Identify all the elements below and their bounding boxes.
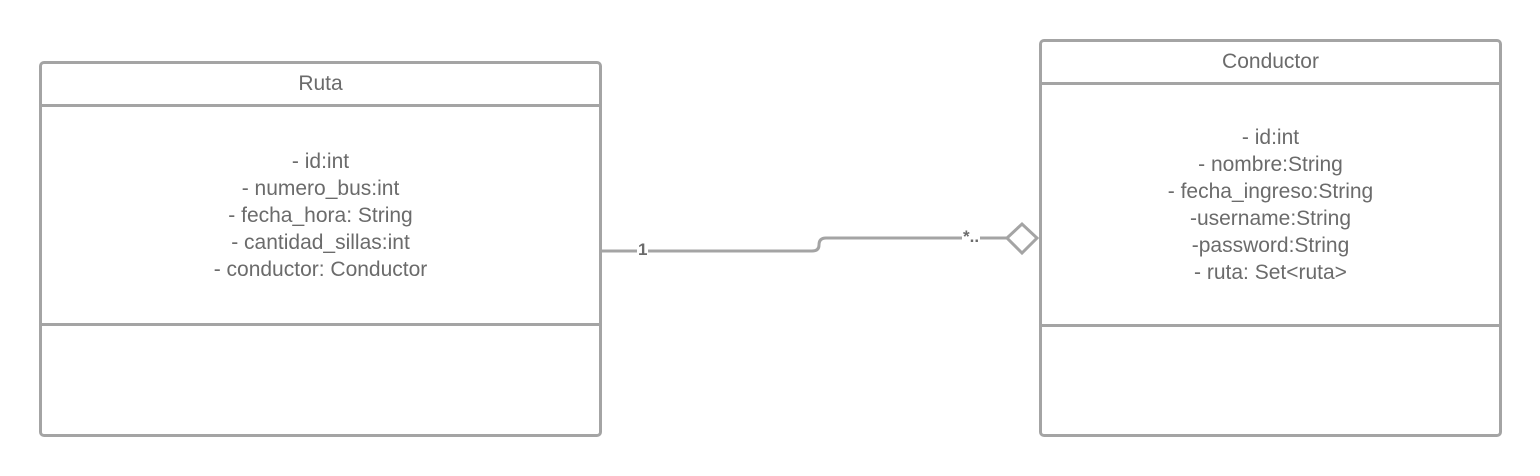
class-box-conductor[interactable]: Conductor - id:int - nombre:String - fec… xyxy=(1039,39,1502,437)
attribute-conductor-nombre: - nombre:String xyxy=(1198,152,1343,176)
attribute-ruta-numero-bus: - numero_bus:int xyxy=(241,176,400,200)
attribute-ruta-id: - id:int xyxy=(291,149,350,173)
attribute-ruta-cantidad-sillas: - cantidad_sillas:int xyxy=(231,230,410,254)
association-line xyxy=(601,236,1007,253)
attribute-ruta-conductor: - conductor: Conductor xyxy=(213,257,428,281)
attribute-conductor-id: - id:int xyxy=(1241,125,1300,149)
attribute-conductor-password: -password:String xyxy=(1191,233,1350,257)
attribute-conductor-ruta: - ruta: Set<ruta> xyxy=(1194,260,1347,284)
attributes-compartment-conductor: - id:int - nombre:String - fecha_ingreso… xyxy=(1042,85,1499,327)
methods-compartment-ruta xyxy=(42,326,599,434)
class-name-ruta: Ruta xyxy=(42,64,599,107)
methods-compartment-conductor xyxy=(1042,327,1499,434)
class-box-ruta[interactable]: Ruta - id:int - numero_bus:int - fecha_h… xyxy=(39,61,602,437)
attribute-conductor-username: -username:String xyxy=(1189,206,1352,230)
ruta-multiplicity-label: 1 xyxy=(637,240,649,259)
class-name-conductor: Conductor xyxy=(1042,42,1499,85)
conductor-multiplicity-label: *.. xyxy=(962,227,981,246)
attributes-compartment-ruta: - id:int - numero_bus:int - fecha_hora: … xyxy=(42,107,599,326)
attribute-ruta-fecha-hora: - fecha_hora: String xyxy=(228,203,413,227)
attribute-conductor-fecha-ingreso: - fecha_ingreso:String xyxy=(1167,179,1374,203)
aggregation-diamond-icon xyxy=(1004,221,1040,256)
